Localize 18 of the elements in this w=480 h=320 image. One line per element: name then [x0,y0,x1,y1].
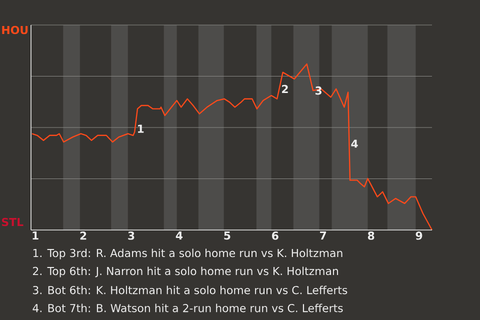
x-tick-label: 1 [32,232,38,240]
annotation: 2 [282,84,288,93]
x-tick-label: 5 [224,232,230,240]
x-tick-label: 7 [320,232,326,240]
x-tick-label: 3 [128,232,134,240]
text: 3. Bot 6th: K. Holtzman hit a solo home run vs C. Lefferts [33,286,348,294]
text: HOU [2,26,28,34]
x-tick-label: 8 [368,232,374,240]
text: STL [2,218,24,226]
x-tick-label: 9 [416,232,422,240]
x-tick-label: 4 [176,232,183,240]
text: 2. Top 6th: J. Narron hit a solo home run vs K. Holtzman [33,266,338,278]
x-tick-label: 2 [80,232,86,240]
text: 1. Top 3rd: R. Adams hit a solo home run vs K. Holtzman [33,248,342,260]
text: 4. Bot 7th: B. Watson hit a 2-run home run vs C. Lefferts [32,304,343,312]
x-tick-label: 6 [272,232,278,240]
annotation: 4 [351,140,358,148]
annotation: 1 [138,124,144,133]
